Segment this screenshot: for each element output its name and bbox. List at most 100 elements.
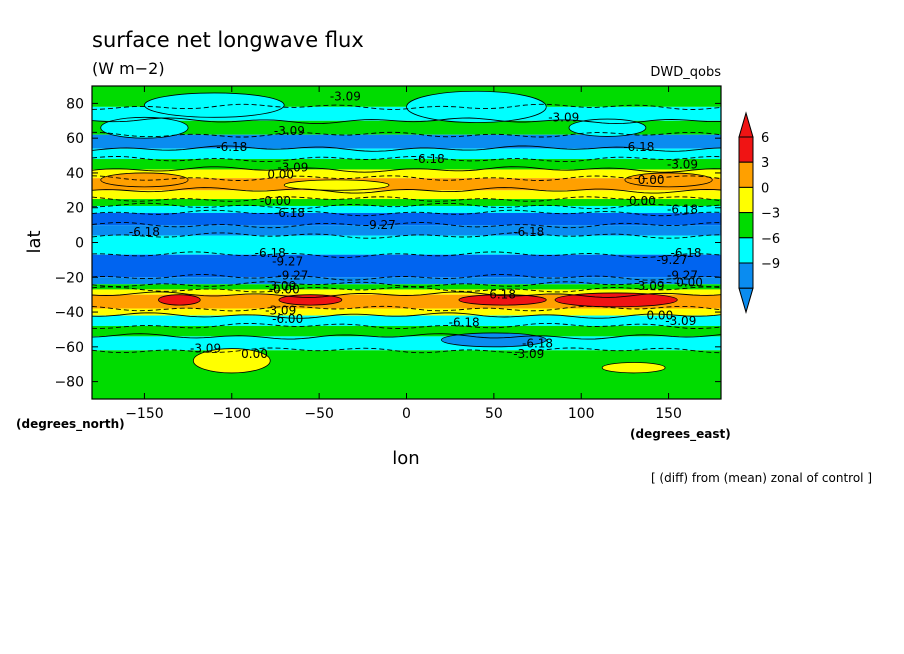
- zonal-band-8: [92, 190, 721, 200]
- contour-value-label: -3.09: [190, 342, 221, 356]
- y-tick-label: −80: [54, 375, 84, 391]
- anomaly-region-6: [624, 172, 713, 188]
- contour-line: [92, 274, 721, 281]
- zonal-band-6: [92, 169, 721, 179]
- contour-line: [92, 281, 721, 288]
- zonal-band-7: [92, 178, 721, 191]
- contour-value-label: -3.09: [277, 161, 308, 175]
- zonal-band-17: [92, 289, 721, 295]
- contour-value-label: 0.00: [267, 168, 294, 182]
- contour-value-label: -0.00: [260, 194, 291, 208]
- x-tick-label: 50: [485, 406, 503, 422]
- colorbar-segment: [738, 262, 754, 289]
- anomaly-region-11: [192, 348, 271, 374]
- anomaly-region-5: [283, 179, 390, 191]
- zonal-band-21: [92, 325, 721, 337]
- colorbar-level-label: 0: [761, 181, 769, 196]
- contour-line: [92, 305, 721, 312]
- contour-labels: -3.09 -3.09 -3.09 -6.18 -6.18 -6.18 -3.09 -3.09…: [129, 89, 703, 360]
- anomaly-region-12: [601, 362, 666, 374]
- zonal-band-5: [92, 159, 721, 170]
- contour-value-label: -6.18: [449, 315, 480, 329]
- contour-line: [92, 312, 721, 319]
- contour-value-label: 3.09: [638, 279, 665, 293]
- colorbar-segment: [738, 136, 754, 163]
- zonal-band-13: [92, 235, 721, 255]
- contour-line: [92, 291, 721, 298]
- contour-value-label: -6.18: [129, 225, 160, 239]
- x-tick-label: 100: [568, 406, 595, 422]
- anomaly-region-2: [100, 116, 189, 139]
- x-units-label: (degrees_east): [630, 427, 731, 442]
- contour-line: [92, 232, 721, 239]
- zonal-band-22: [92, 336, 721, 351]
- contour-line: [92, 347, 721, 354]
- y-tick-label: 40: [66, 166, 84, 182]
- zonal-band-4: [92, 148, 721, 160]
- contour-value-label: -3.09: [513, 347, 544, 361]
- contour-value-label: -3.09: [548, 110, 579, 124]
- y-axis-label: lat: [24, 230, 45, 253]
- x-axis-ticks: −150 −100 −50 0 50 100 150: [125, 86, 682, 422]
- contour-value-label: -6.18: [414, 152, 445, 166]
- contour-value-label: -3.09: [274, 124, 305, 138]
- y-tick-label: −60: [54, 340, 84, 356]
- contour-value-label: -6.18: [216, 140, 247, 154]
- contour-value-label: -3.09: [265, 279, 296, 293]
- contour-value-label: -9.27: [277, 269, 308, 283]
- contour-line: [92, 145, 721, 152]
- colorbar: −9 −6 −3 0 3 6: [738, 111, 780, 314]
- contour-value-label: -0.00: [269, 282, 300, 296]
- footnote: [ (diff) from (mean) zonal of control ]: [651, 471, 872, 485]
- anomaly-region-1: [144, 92, 285, 118]
- contour-value-label: -6.18: [623, 140, 654, 154]
- colorbar-segment: [738, 212, 754, 239]
- zonal-band-10: [92, 205, 721, 213]
- colorbar-segment: [738, 161, 754, 188]
- y-tick-label: 20: [66, 201, 84, 217]
- contour-line: [92, 196, 721, 202]
- colorbar-segment: [738, 186, 754, 214]
- contour-line: [92, 117, 721, 125]
- contour-line: [92, 175, 721, 181]
- contour-value-label: -9.27: [365, 218, 396, 232]
- zonal-band-2: [92, 120, 721, 135]
- contour-value-label: -6.18: [513, 225, 544, 239]
- contour-value-label: -6.00: [272, 312, 303, 326]
- contour-value-label: 6.18: [489, 288, 516, 302]
- contour-value-label: -3.09: [330, 89, 361, 103]
- contour-line: [92, 209, 721, 217]
- anomaly-region-0: [406, 90, 547, 123]
- contour-line: [92, 166, 721, 173]
- colorbar-under-arrow: [738, 287, 754, 314]
- contour-line: [92, 222, 721, 229]
- anomaly-region-7: [157, 294, 201, 306]
- contour-line: [92, 202, 721, 210]
- chart-subtitle: (W m−2): [92, 59, 165, 78]
- y-tick-label: 60: [66, 131, 84, 147]
- colorbar-over-arrow: [738, 111, 754, 138]
- colorbar-level-label: 6: [761, 131, 769, 146]
- zonal-band-11: [92, 212, 721, 226]
- contour-line: [92, 103, 721, 110]
- colorbar-level-label: 3: [761, 156, 769, 171]
- x-tick-label: −50: [304, 406, 334, 422]
- contour-value-label: 0.00: [241, 347, 268, 361]
- flux-field: [92, 86, 721, 399]
- contour-line: [92, 322, 721, 329]
- y-tick-label: 0: [75, 236, 84, 252]
- contour-line: [92, 251, 721, 258]
- contour-value-label: -6.18: [671, 246, 702, 260]
- contour-lines: [92, 103, 721, 354]
- colorbar-level-label: −9: [761, 257, 780, 272]
- x-tick-label: 0: [402, 406, 411, 422]
- y-tick-label: −40: [54, 305, 84, 321]
- x-tick-label: −150: [125, 406, 163, 422]
- zonal-band-23: [92, 350, 721, 399]
- contour-value-label: -9.27: [657, 253, 688, 267]
- contour-value-label: -9.27: [272, 255, 303, 269]
- zonal-band-3: [92, 134, 721, 149]
- contour-line: [92, 156, 721, 163]
- anomaly-region-9: [458, 294, 547, 306]
